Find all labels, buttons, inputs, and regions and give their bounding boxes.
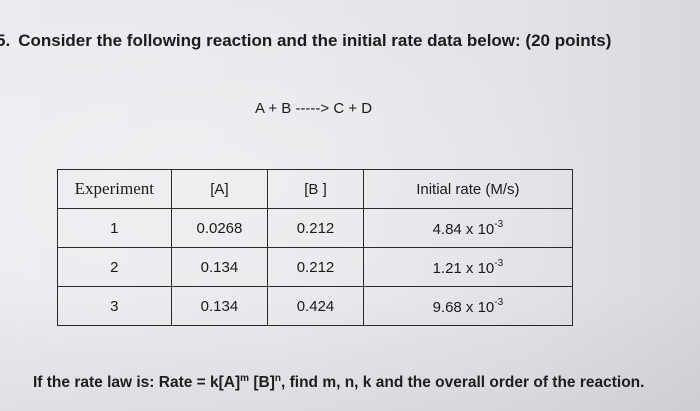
rate-exponent: -3 [494, 296, 504, 308]
rate-law-question: If the rate law is: Rate = k[A]m [B]n, f… [33, 373, 644, 392]
rate-exponent: -3 [494, 218, 504, 230]
question-number: 5. [0, 31, 11, 50]
cell-concentration-a: 0.134 [170, 247, 269, 287]
cell-concentration-b: 0.212 [267, 247, 364, 287]
cell-initial-rate: 1.21 x 10-3 [362, 247, 574, 287]
cell-concentration-b: 0.212 [267, 208, 364, 248]
rate-mantissa: 9.68 x 10 [432, 298, 495, 316]
table-row: 1 0.0268 0.212 4.84 x 10-3 [57, 208, 574, 248]
cell-initial-rate: 4.84 x 10-3 [362, 208, 574, 248]
rate-law-part1: If the rate law is: Rate = k[A] [33, 374, 241, 391]
cell-experiment: 1 [57, 208, 172, 248]
question-heading: 5. Consider the following reaction and th… [0, 31, 611, 51]
cell-initial-rate: 9.68 x 10-3 [362, 286, 574, 326]
rate-data-table: Experiment [A] [B ] Initial rate (M/s) 1… [57, 169, 574, 326]
rate-law-part3: , find m, n, k and the overall order of … [281, 374, 645, 391]
reaction-equation: A + B -----> C + D [255, 100, 373, 117]
table-row: 2 0.134 0.212 1.21 x 10-3 [57, 247, 574, 287]
cell-experiment: 2 [57, 247, 172, 287]
exponent-m: m [240, 373, 250, 384]
rate-mantissa: 4.84 x 10 [432, 220, 495, 238]
table-header-row: Experiment [A] [B ] Initial rate (M/s) [57, 169, 574, 209]
rate-mantissa: 1.21 x 10 [432, 259, 495, 277]
rate-exponent: -3 [494, 257, 504, 269]
rate-law-part2: [B] [249, 374, 275, 391]
question-text: Consider the following reaction and the … [18, 31, 612, 50]
table-row: 3 0.134 0.424 9.68 x 10-3 [57, 286, 574, 326]
cell-concentration-a: 0.0268 [170, 208, 269, 248]
exponent-n: n [274, 373, 281, 384]
header-concentration-a: [A] [170, 169, 269, 209]
cell-concentration-b: 0.424 [267, 286, 364, 326]
header-concentration-b: [B ] [267, 169, 364, 209]
cell-concentration-a: 0.134 [170, 286, 269, 326]
header-experiment: Experiment [57, 169, 172, 209]
header-initial-rate: Initial rate (M/s) [362, 169, 574, 209]
cell-experiment: 3 [57, 286, 172, 326]
